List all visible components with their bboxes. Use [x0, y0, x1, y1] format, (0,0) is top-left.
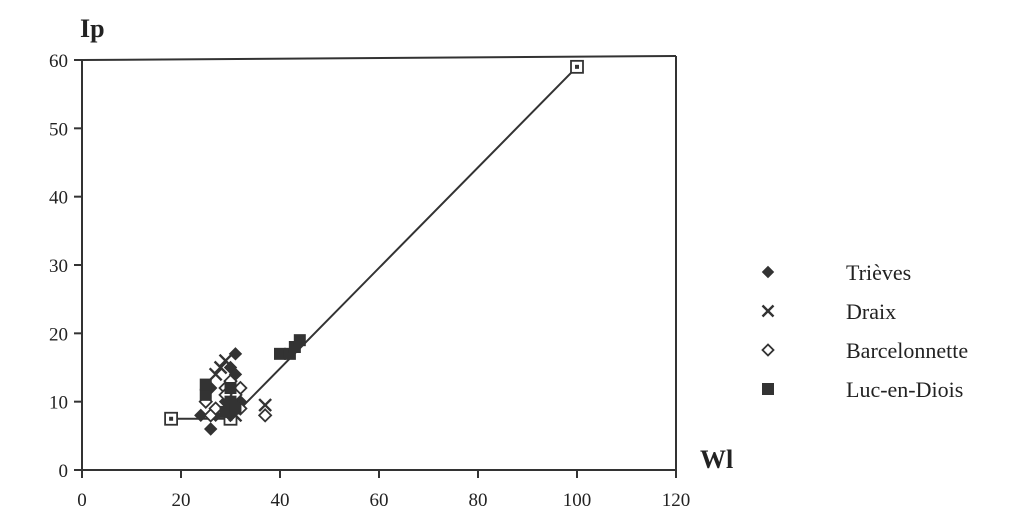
y-tick-label: 50: [49, 119, 68, 140]
legend-marker: [761, 304, 775, 318]
cross-stroke-b: [208, 367, 223, 382]
data-point: [199, 378, 212, 391]
cross-stroke-b: [258, 398, 272, 412]
x-axis-title: Wl: [700, 445, 733, 474]
open-square-inner: [169, 416, 174, 421]
y-tick-label: 10: [49, 393, 68, 414]
data-point: [224, 382, 237, 394]
legend-marker: [761, 265, 775, 279]
x-tick-label: 80: [469, 490, 488, 511]
legend-marker: [761, 343, 775, 357]
legend-label: Trièves: [846, 260, 911, 285]
y-tick-label: 30: [49, 256, 68, 277]
data-point: [293, 334, 306, 347]
y-tick-label: 60: [49, 51, 68, 72]
series-3: [199, 334, 306, 418]
cross-stroke-b: [761, 304, 775, 318]
axis-ticks: 0 20 40 60 80 100 120 0 10 20 30 40 50 60: [49, 51, 690, 511]
data-point: [228, 347, 243, 361]
legend-label: Draix: [846, 299, 896, 324]
x-tick-label: 60: [370, 490, 389, 511]
data-point: [257, 408, 273, 423]
legend: Trièves Draix Barcelonnette Luc-en-Diois: [761, 260, 968, 402]
data-point: [208, 367, 223, 382]
plot-frame: [81, 55, 677, 471]
y-tick-label: 0: [59, 461, 69, 482]
data-point: [274, 347, 286, 360]
reference-point: [570, 59, 584, 74]
data-point: [199, 388, 212, 401]
legend-marker: [762, 383, 774, 395]
data-point: [218, 353, 233, 368]
x-tick-label: 0: [77, 490, 87, 511]
data-point: [194, 408, 208, 423]
cross-stroke-b: [213, 360, 228, 375]
data-point: [219, 405, 232, 418]
y-tick-label: 40: [49, 188, 68, 209]
y-axis-title: Ip: [80, 14, 105, 43]
data-point: [229, 402, 242, 415]
data-point: [203, 422, 218, 436]
x-tick-label: 40: [271, 490, 290, 511]
data-point: [258, 398, 272, 412]
frame-top-line: [81, 55, 677, 61]
data-point: [213, 360, 228, 375]
legend-label: Luc-en-Diois: [846, 377, 963, 402]
data-points: [194, 334, 306, 436]
x-tick-label: 20: [172, 490, 191, 511]
reference-point: [164, 411, 179, 426]
y-tick-label: 20: [49, 324, 68, 345]
cross-stroke-b: [218, 353, 233, 368]
x-tick-label: 120: [662, 490, 691, 511]
open-square-inner: [575, 64, 579, 69]
x-tick-label: 100: [563, 490, 592, 511]
legend-label: Barcelonnette: [846, 338, 968, 363]
